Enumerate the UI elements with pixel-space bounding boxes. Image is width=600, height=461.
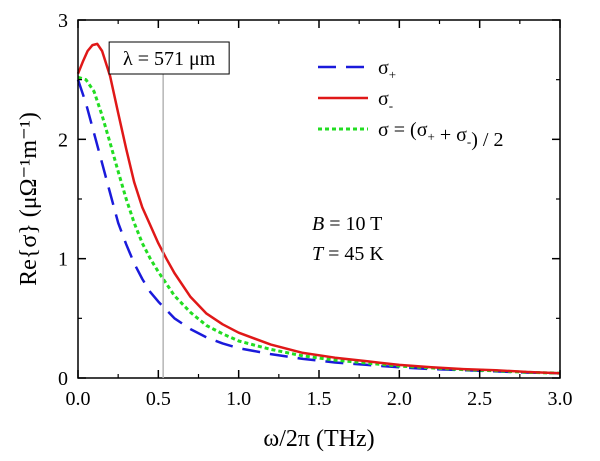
y-tick-label: 2 [58,129,68,151]
x-tick-label: 2.5 [467,388,492,410]
legend-label-1: σ-σ- [378,88,393,113]
x-tick-label: 1.0 [226,388,251,410]
x-axis-ticks: 0.0 0.5 1.0 1.5 2.0 2.5 3.0 [66,20,573,410]
y-axis-title: Re{σ} (μΩ⁻¹m⁻¹) [16,112,42,286]
x-tick-label: 3.0 [548,388,573,410]
x-tick-label: 0.0 [66,388,91,410]
y-tick-label: 3 [58,10,68,32]
annotation-1: T = 45 K [312,243,384,265]
field-temperature-annotations: B = 10 T T = 45 K [312,213,384,265]
plot-area [76,42,561,375]
wavelength-label: λ = 571 μm [123,48,216,70]
x-axis-title: ω/2π (THz) [263,426,374,452]
wavelength-marker: λ = 571 μm [108,41,230,378]
legend-label-0: σ+ σ+ [378,57,396,82]
x-tick-label: 1.5 [307,388,332,410]
y-tick-label: 1 [58,249,68,271]
x-tick-label: 2.0 [387,388,412,410]
wavelength-label-box [108,41,230,75]
y-tick-label: 0 [58,368,68,390]
y-axis-ticks: 0 1 2 3 [58,10,560,390]
x-tick-label: 0.5 [146,388,171,410]
annotation-0: B = 10 T [312,213,382,235]
legend: σ+ σ+ σ-σ-σ = (σ+ + σ-) / 2σ = (σ+ + σ-) /… [318,57,503,151]
legend-label-2: σ = (σ+ + σ-) / 2σ = (σ+ + σ-) / 2 [378,119,503,151]
series-line-1 [76,42,561,375]
